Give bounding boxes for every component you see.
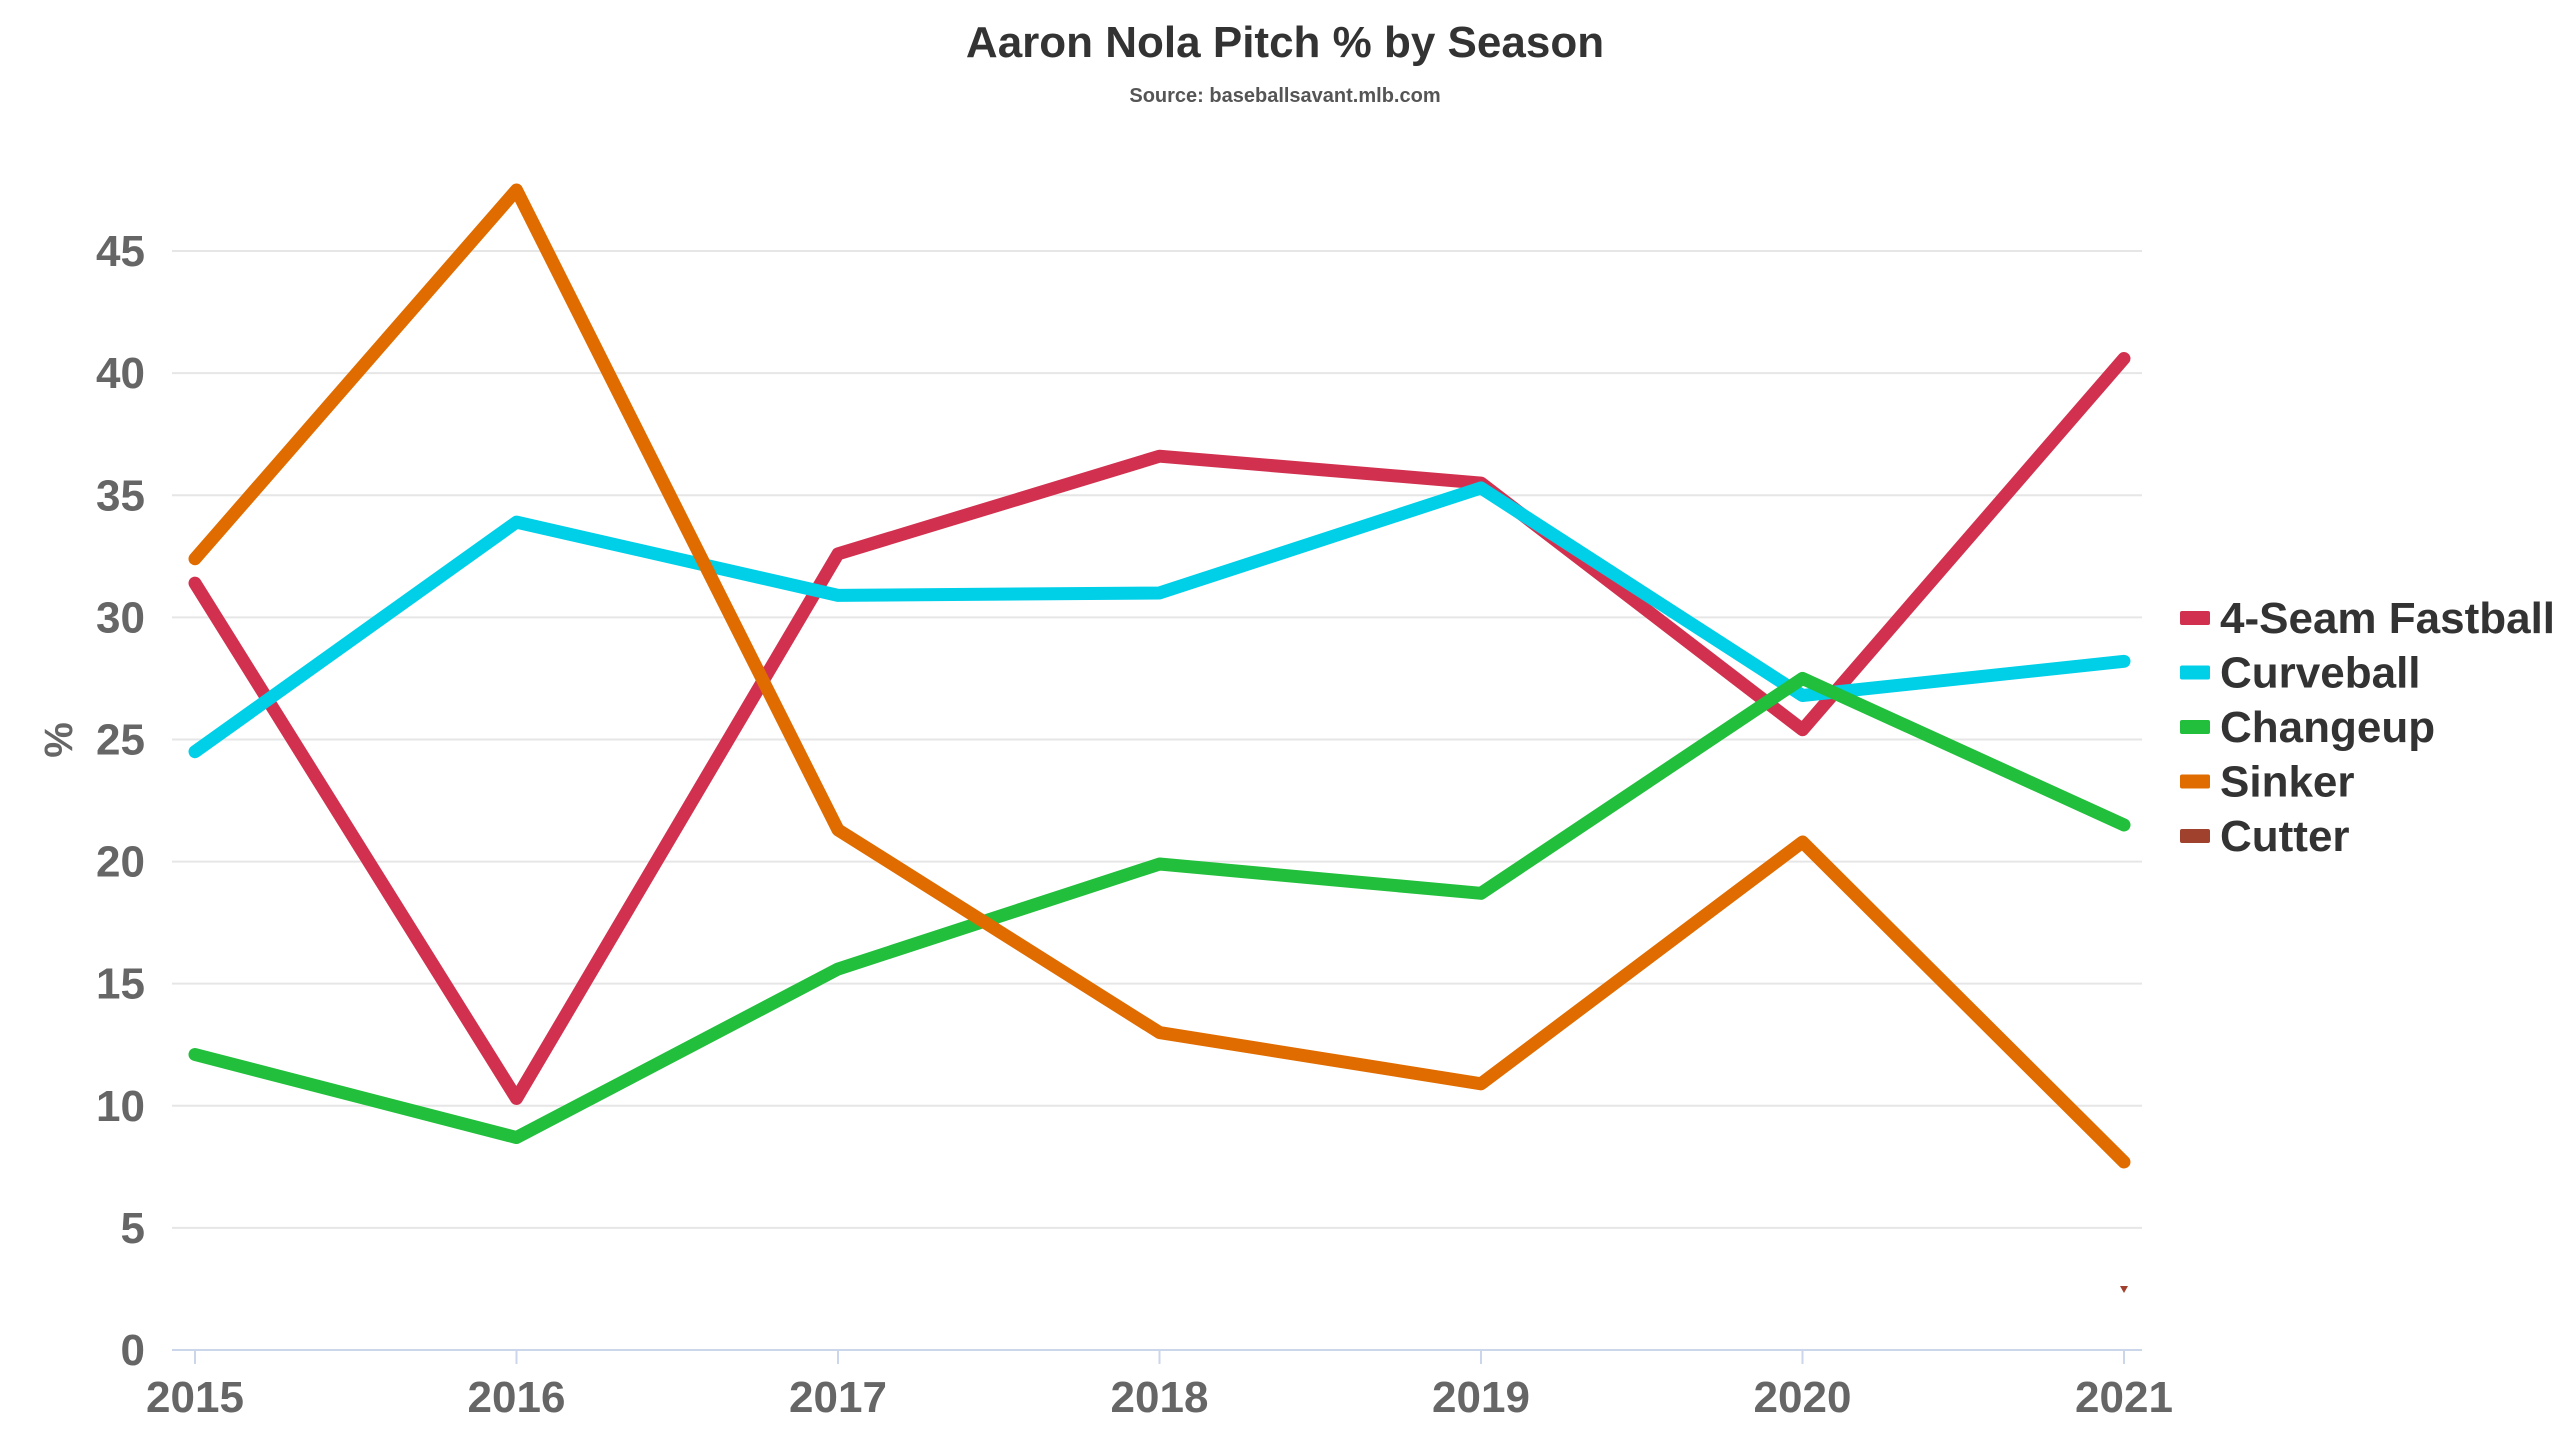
legend-item-4-seam-fastball[interactable]: 4-Seam Fastball <box>2220 594 2555 643</box>
series-point-cutter <box>2120 1285 2128 1293</box>
y-axis-ticks: 0 5 10 15 20 25 30 35 40 45 <box>96 227 145 1375</box>
legend-item-curveball[interactable]: Curveball <box>2220 649 2421 698</box>
x-tick-label: 2019 <box>1432 1373 1530 1422</box>
y-tick-label: 40 <box>96 349 145 398</box>
grid-lines <box>172 250 2142 1229</box>
y-axis-label: % <box>37 722 81 758</box>
series-line-sinker <box>188 183 2131 1169</box>
y-tick-label: 10 <box>96 1082 145 1131</box>
y-tick-label: 25 <box>96 715 145 764</box>
legend-swatch-4-seam-fastball <box>2180 611 2210 625</box>
series-line-curveball <box>188 481 2131 759</box>
x-tick-label: 2020 <box>1754 1373 1852 1422</box>
x-tick-label: 2017 <box>789 1373 887 1422</box>
y-tick-label: 35 <box>96 471 145 520</box>
y-tick-label: 5 <box>121 1204 145 1253</box>
legend-swatch-curveball <box>2180 665 2210 680</box>
chart-subtitle: Source: baseballsavant.mlb.com <box>1129 85 1440 107</box>
legend-swatch-changeup <box>2180 720 2210 734</box>
series-lines <box>188 183 2131 1293</box>
legend-swatch-cutter <box>2180 829 2210 843</box>
y-tick-label: 20 <box>96 838 145 887</box>
x-axis-ticks: 2015 2016 2017 2018 2019 2020 2021 <box>146 1350 2173 1422</box>
y-tick-label: 0 <box>121 1326 145 1375</box>
x-tick-label: 2021 <box>2075 1373 2173 1422</box>
x-tick-label: 2015 <box>146 1373 244 1422</box>
legend-item-changeup[interactable]: Changeup <box>2220 703 2435 752</box>
legend-item-sinker[interactable]: Sinker <box>2220 758 2355 807</box>
legend-swatch-sinker <box>2180 774 2210 789</box>
y-tick-label: 30 <box>96 593 145 642</box>
x-tick-label: 2016 <box>468 1373 566 1422</box>
series-line-4-seam-fastball <box>188 352 2131 1105</box>
y-tick-label: 15 <box>96 960 145 1009</box>
legend: 4-Seam Fastball Curveball Changeup Sinker Cu… <box>2180 594 2555 861</box>
chart-title: Aaron Nola Pitch % by Season <box>966 18 1604 67</box>
legend-item-cutter[interactable]: Cutter <box>2220 812 2350 861</box>
series-line-changeup <box>188 671 2131 1145</box>
y-tick-label: 45 <box>96 227 145 276</box>
x-tick-label: 2018 <box>1111 1373 1209 1422</box>
